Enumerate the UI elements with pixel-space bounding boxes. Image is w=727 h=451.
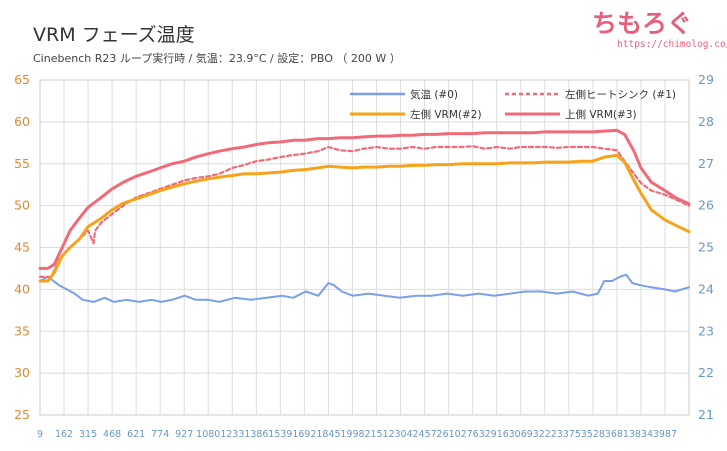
grid-lines (39, 79, 689, 416)
x-tick-label: 1845 (316, 429, 340, 440)
legend-label-left-heatsink: 左側ヒートシンク (#1) (565, 88, 676, 101)
y-right-tick-label: 22 (698, 365, 714, 380)
y-right-tick-label: 24 (698, 281, 714, 296)
x-tick-label: 2151 (364, 429, 388, 440)
legend-label-ambient: 気温 (#0) (410, 88, 458, 101)
x-tick-label: 3834 (629, 429, 653, 440)
series-lines (38, 128, 691, 303)
y-left-tick-label: 40 (14, 281, 30, 296)
x-tick-label: 1539 (268, 429, 292, 440)
y-right-tick-label: 26 (698, 198, 714, 213)
x-tick-label: 1692 (292, 429, 316, 440)
x-tick-label: 2304 (388, 429, 412, 440)
plot-area-frame (39, 79, 690, 416)
x-tick-label: 1080 (196, 429, 220, 440)
x-tick-label: 2916 (485, 429, 509, 440)
series-line-left-heatsink (38, 145, 691, 278)
x-tick-label: 3987 (653, 429, 677, 440)
x-tick-label: 3528 (581, 429, 605, 440)
x-tick-label: 3375 (557, 429, 581, 440)
x-tick-label: 927 (175, 429, 193, 440)
x-tick-label: 315 (79, 429, 97, 440)
y-left-tick-label: 50 (14, 198, 30, 213)
x-tick-label: 3069 (509, 429, 533, 440)
legend-label-left-vrm: 左側 VRM(#2) (410, 108, 482, 121)
legend-label-top-vrm: 上側 VRM(#3) (565, 108, 637, 121)
y-left-tick-label: 45 (14, 240, 30, 255)
x-tick-label: 3681 (605, 429, 629, 440)
x-tick-label: 1233 (220, 429, 244, 440)
y-right-tick-label: 28 (698, 114, 714, 129)
x-tick-label: 621 (127, 429, 145, 440)
y-right-tick-label: 25 (698, 240, 714, 255)
y-right-tick-label: 23 (698, 323, 714, 338)
series-line-top-vrm (38, 128, 691, 270)
series-line-left-vrm (38, 153, 691, 283)
x-tick-label: 2457 (412, 429, 436, 440)
y-left-tick-label: 65 (14, 72, 30, 87)
y-left-tick-label: 30 (14, 365, 30, 380)
x-tick-label: 3222 (533, 429, 557, 440)
x-tick-label: 468 (103, 429, 121, 440)
y-left-tick-label: 35 (14, 323, 30, 338)
x-tick-label: 1386 (244, 429, 268, 440)
x-tick-label: 162 (55, 429, 73, 440)
y-left-tick-label: 55 (14, 156, 30, 171)
y-left-tick-label: 25 (14, 407, 30, 422)
legend: 気温 (#0) 左側ヒートシンク (#1) 左側 VRM(#2) 上側 VRM(… (350, 88, 676, 121)
x-tick-label: 9 (37, 429, 43, 440)
chart-subtitle: Cinebench R23 ループ実行時 / 気温：23.9°C / 設定：PB… (33, 51, 401, 65)
x-tick-label: 1998 (340, 429, 364, 440)
brand-url: https://chimolog.co/ (617, 39, 727, 50)
y-right-tick-label: 21 (698, 407, 714, 422)
y-right-tick-label: 27 (698, 156, 714, 171)
y-left-tick-label: 60 (14, 114, 30, 129)
brand-logo: ちもろぐ (592, 9, 692, 38)
x-tick-label: 2610 (437, 429, 461, 440)
y-right-tick-label: 29 (698, 72, 714, 87)
chart-title: VRM フェーズ温度 (33, 24, 195, 46)
series-line-ambient (39, 273, 690, 303)
x-tick-label: 2763 (461, 429, 485, 440)
x-tick-label: 774 (151, 429, 169, 440)
axis-ticks: 25 30 35 40 45 50 55 60 65 21 22 23 24 25 26 27 28 29 9 162… (14, 72, 714, 440)
